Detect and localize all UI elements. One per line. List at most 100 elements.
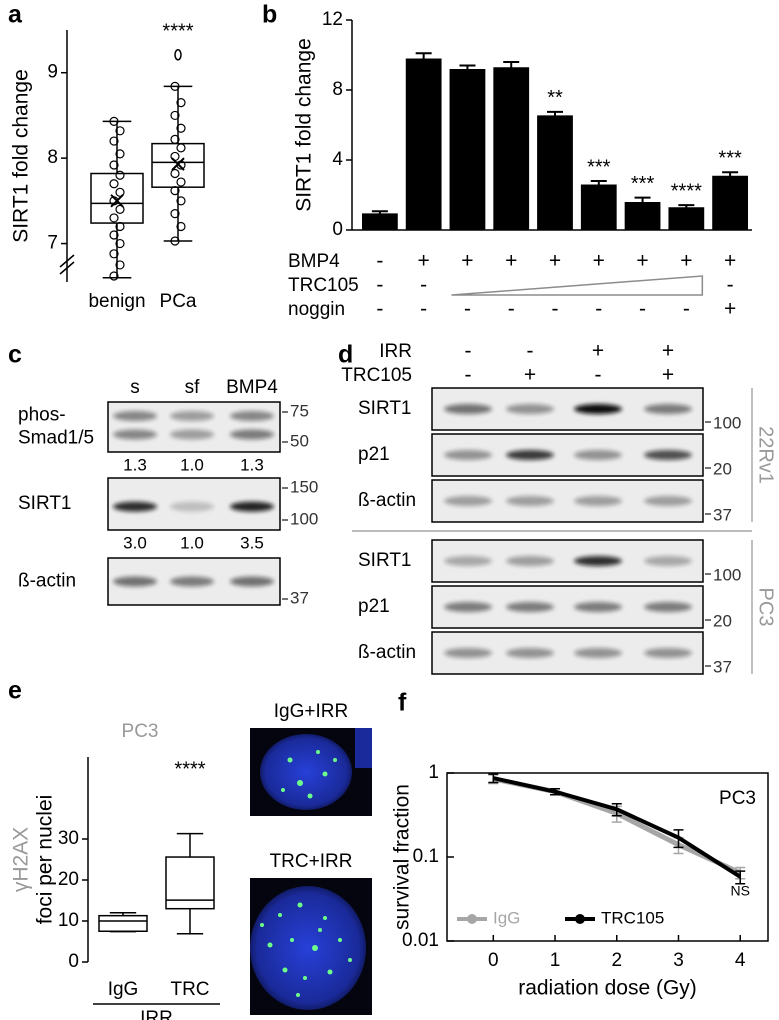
condition-value: - — [527, 340, 534, 363]
treatment-value: - — [639, 298, 646, 321]
y-tick-label: 8 — [47, 147, 58, 168]
row-label: p21 — [358, 444, 390, 465]
condition-value: + — [662, 364, 674, 387]
size-marker: 37 — [713, 505, 732, 524]
x-tick-label: 4 — [735, 950, 746, 971]
y-tick-label: 0 — [68, 951, 79, 972]
lane-label: sf — [185, 377, 201, 398]
blot-band — [506, 496, 554, 506]
box — [98, 914, 148, 932]
treatment-value: - — [420, 274, 427, 297]
bar — [449, 69, 486, 230]
data-point — [170, 81, 180, 91]
bar — [712, 175, 748, 230]
blot-band — [113, 429, 157, 440]
size-marker: 100 — [290, 509, 318, 528]
y-axis-label: SIRT1 fold change — [10, 69, 33, 243]
foci — [281, 750, 337, 799]
blot-band — [170, 576, 214, 587]
image-label: IgG+IRR — [274, 701, 348, 722]
treatment-value: + — [505, 250, 517, 273]
y-tick-label: 10 — [58, 910, 79, 931]
blot-band — [506, 602, 554, 612]
blot-band — [574, 648, 622, 658]
treatment-value: - — [595, 298, 602, 321]
blot-band — [230, 411, 274, 421]
blot-band — [113, 411, 157, 421]
blot-band — [644, 450, 692, 460]
x-axis-label: radiation dose (Gy) — [518, 977, 697, 1000]
series-line — [492, 776, 742, 875]
micrograph — [250, 878, 372, 1015]
condition-value: + — [662, 340, 674, 363]
mean-marker — [110, 194, 124, 208]
data-point — [170, 110, 180, 121]
treatment-value: + — [549, 250, 561, 273]
axis-break — [59, 261, 75, 275]
treatment-value: - — [727, 274, 734, 297]
x-tick-label: 1 — [550, 950, 561, 971]
whisker-high — [176, 832, 204, 858]
error-bar — [547, 110, 563, 119]
row-label: SIRT1 — [358, 398, 412, 419]
lane-label: s — [130, 377, 140, 398]
micrograph — [250, 728, 372, 816]
nucleus — [250, 886, 366, 1010]
error-bar — [459, 64, 476, 73]
whisker-high — [102, 120, 132, 174]
treatment-value: - — [376, 250, 383, 273]
error-bar — [673, 829, 684, 849]
treatment-value: - — [683, 298, 690, 321]
treatment-value: + — [680, 250, 692, 273]
size-marker: 150 — [290, 477, 318, 496]
quantification: 3.0 — [123, 533, 147, 552]
row-label: ß-actin — [358, 490, 416, 511]
x-tick-label: 3 — [673, 950, 684, 971]
box — [165, 856, 215, 910]
size-marker: 100 — [713, 565, 741, 584]
treatment-label: BMP4 — [288, 251, 340, 272]
data-point — [115, 170, 125, 180]
blot-band — [506, 404, 554, 414]
condition-label: TRC105 — [341, 365, 412, 386]
legend-marker — [575, 914, 585, 924]
blot-band — [444, 602, 492, 612]
y-tick-label: 4 — [332, 149, 343, 170]
panel-label: e — [8, 677, 22, 705]
significance: *** — [631, 173, 655, 195]
whisker-low — [176, 908, 204, 935]
data-point — [109, 160, 119, 170]
x-tick-label: 0 — [488, 950, 499, 971]
quantification: 1.0 — [180, 455, 204, 474]
whisker-low — [163, 187, 193, 242]
quantification: 1.0 — [180, 533, 204, 552]
row-label: ß-actin — [358, 642, 416, 663]
data-point — [115, 204, 125, 214]
y-tick-label: 7 — [47, 233, 58, 254]
row-label: phos- — [18, 405, 66, 426]
data-point — [115, 221, 125, 232]
error-bar — [590, 180, 607, 188]
chart-title: PC3 — [122, 721, 159, 742]
cell-line-label: 22Rv1 — [755, 426, 777, 484]
size-marker: 37 — [713, 657, 732, 676]
series-line — [492, 776, 742, 879]
data-point — [109, 136, 119, 146]
data-point — [109, 179, 119, 189]
data-point — [115, 149, 125, 159]
x-tick-label: IgG — [108, 979, 139, 1000]
y-tick-label: 0.01 — [402, 930, 439, 951]
size-marker: 20 — [713, 459, 732, 478]
y-tick-label: 0 — [332, 219, 343, 240]
significance: *** — [587, 156, 611, 178]
blot-band — [644, 496, 692, 506]
blot-band — [444, 556, 492, 566]
whisker-high — [163, 85, 193, 144]
bar — [362, 213, 398, 230]
panel-label: c — [8, 341, 22, 369]
error-bar — [503, 61, 520, 73]
error-bar — [371, 210, 388, 216]
image-label: TRC+IRR — [270, 851, 353, 872]
blot-frame — [107, 401, 281, 453]
